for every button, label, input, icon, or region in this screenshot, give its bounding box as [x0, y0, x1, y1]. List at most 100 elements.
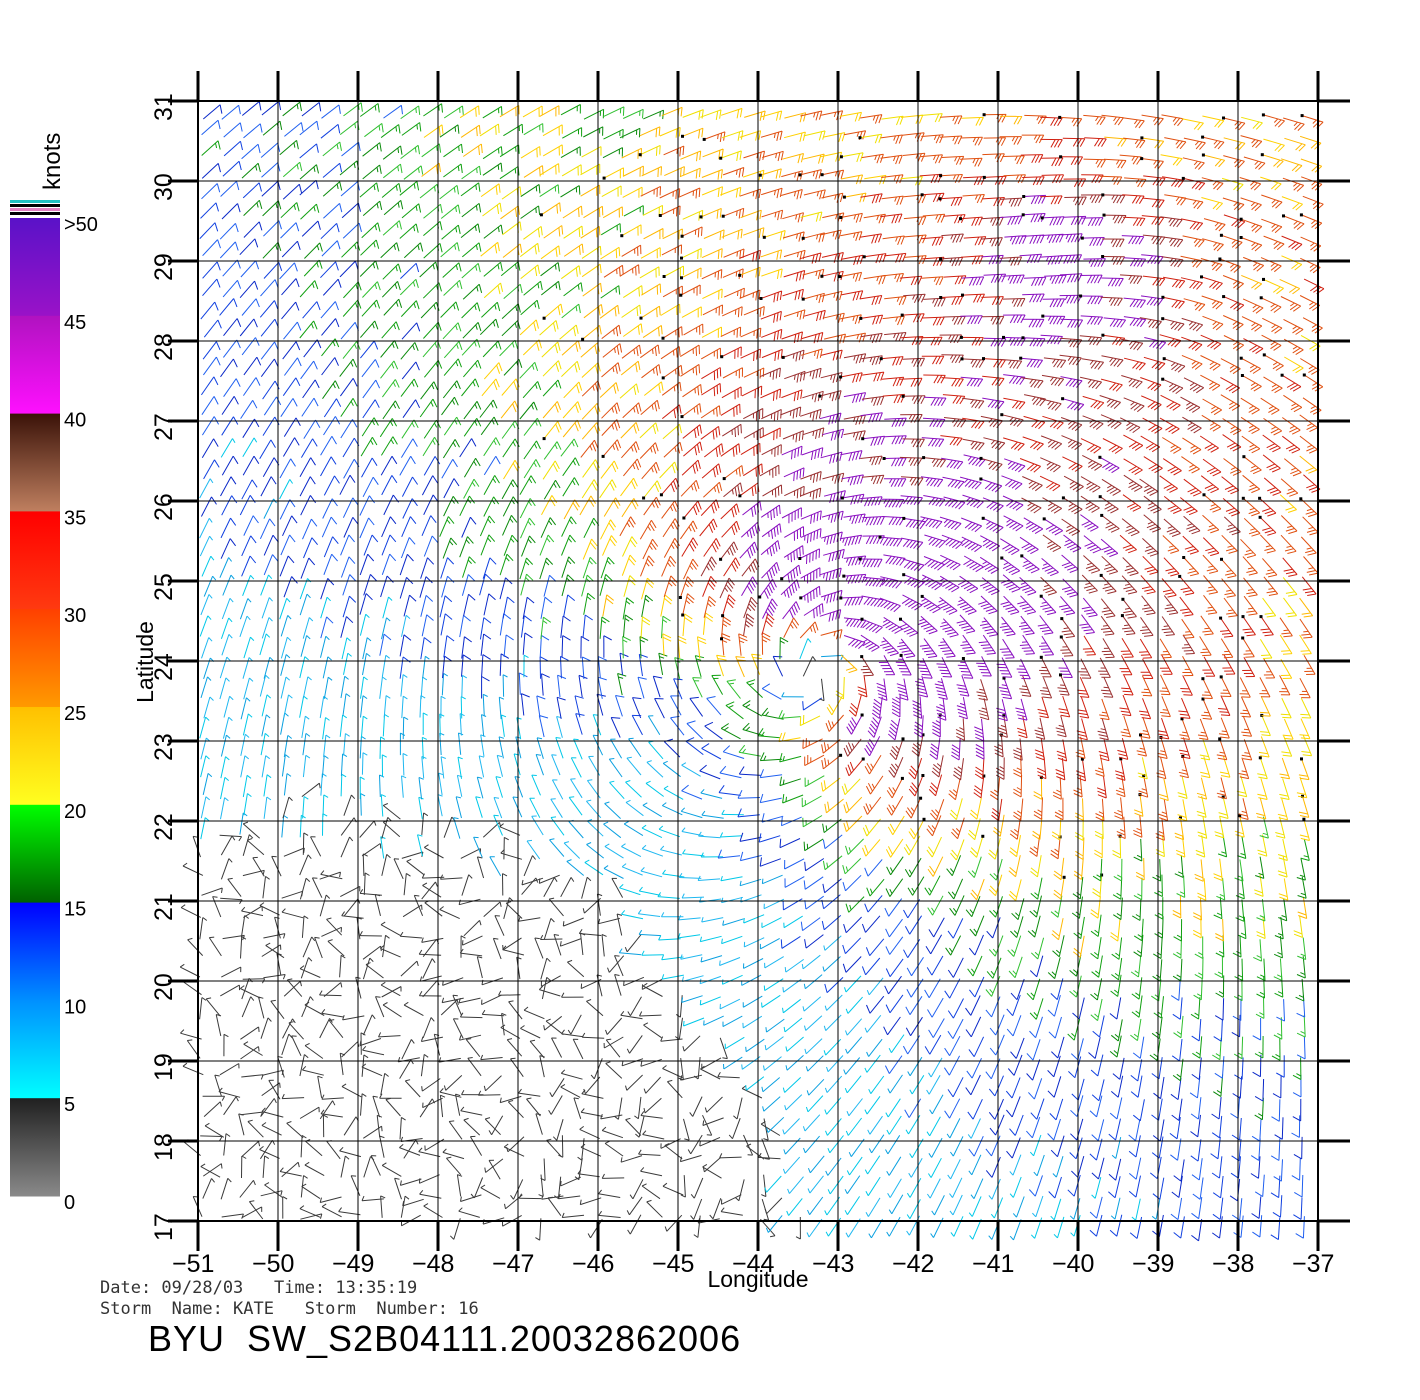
wind-barb	[605, 1017, 623, 1035]
wind-barb	[506, 1136, 525, 1153]
wind-barb	[461, 338, 481, 356]
legend-band	[10, 804, 60, 904]
wind-barb	[762, 230, 786, 241]
wind-barb	[299, 814, 306, 838]
wind-barb	[662, 285, 683, 298]
wind-barb	[1030, 855, 1042, 878]
wind-barb	[342, 693, 351, 716]
wind-barb	[551, 754, 561, 776]
wind-barb	[620, 224, 642, 238]
wind-barb	[1063, 178, 1087, 188]
wind-barb	[1130, 955, 1142, 978]
wind-barb	[560, 146, 581, 159]
wind-barb	[743, 958, 764, 969]
wind-barb	[625, 780, 642, 798]
wind-barb	[1163, 518, 1181, 537]
wind-barb	[743, 227, 765, 238]
wind-barb	[881, 195, 904, 206]
wind-barb	[1019, 536, 1039, 555]
wind-barb	[242, 377, 261, 396]
wind-barb	[1202, 656, 1216, 677]
wind-barb	[1137, 757, 1148, 780]
wind-barb	[531, 815, 544, 836]
wind-barb	[1142, 275, 1166, 287]
wind-barb	[926, 1074, 941, 1095]
wind-barb	[719, 998, 741, 1010]
wind-barb	[1033, 775, 1043, 800]
wind-barb	[1013, 774, 1023, 798]
wind-barb	[458, 1207, 480, 1218]
wind-barb	[372, 1095, 381, 1118]
wind-barb	[961, 276, 985, 286]
wind-barb	[481, 714, 487, 737]
wind-barb	[221, 396, 239, 415]
wind-barb	[926, 955, 944, 976]
wind-barb	[921, 437, 945, 448]
wind-barb	[989, 858, 1003, 881]
wind-barb	[299, 457, 316, 478]
wind-barb	[1022, 436, 1044, 451]
wind-barb	[200, 1135, 223, 1142]
wind-barb	[920, 236, 944, 246]
wind-barb	[587, 1219, 603, 1239]
wind-barb	[824, 1075, 843, 1093]
wind-barb	[259, 902, 280, 916]
wind-barb	[243, 221, 263, 238]
wind-barb	[861, 915, 881, 933]
wind-barb	[1293, 1197, 1303, 1220]
wind-barb	[215, 1014, 222, 1037]
wind-barb	[287, 978, 303, 997]
wind-barb	[988, 1075, 1004, 1097]
wind-barb	[1276, 1055, 1285, 1078]
wind-barb	[541, 341, 561, 358]
wind-barb	[201, 119, 221, 136]
wind-barb	[201, 416, 220, 436]
wind-barb	[1019, 634, 1036, 655]
wind-barb	[970, 878, 985, 901]
wind-barb	[885, 838, 904, 858]
wind-barb	[638, 1149, 661, 1156]
wind-barb	[263, 796, 272, 819]
legend-band	[10, 1098, 60, 1197]
wind-barb	[700, 425, 721, 440]
wind-barb	[1123, 397, 1145, 413]
wind-barb	[722, 167, 745, 178]
wind-barb	[1007, 935, 1022, 957]
wind-barb	[260, 476, 277, 497]
wind-barb	[631, 714, 643, 736]
wind-barb	[1033, 797, 1043, 820]
wind-barb	[393, 858, 404, 880]
wind-barb	[1231, 1117, 1242, 1141]
wind-barb	[339, 1146, 362, 1158]
wind-barb	[841, 254, 864, 266]
wind-barb	[439, 124, 460, 138]
wind-barb	[461, 203, 482, 218]
wind-barb	[784, 112, 807, 123]
wind-barb	[459, 615, 471, 638]
wind-barb	[480, 534, 496, 556]
pass-title: BYU SW_S2B04111.20032862006	[148, 1318, 742, 1359]
wind-barb	[765, 1215, 783, 1233]
wind-barb	[608, 758, 623, 778]
wind-barb	[1303, 556, 1319, 576]
wind-barb	[423, 494, 439, 516]
wind-barb	[761, 268, 783, 279]
wind-barb	[660, 845, 682, 856]
wind-barb	[1199, 435, 1219, 453]
wind-barb	[1260, 257, 1282, 273]
wind-barb	[621, 304, 642, 318]
wind-barb	[322, 794, 329, 817]
wind-barb	[924, 978, 941, 998]
wind-barb	[482, 146, 503, 160]
wind-barb	[1121, 375, 1143, 389]
wind-barb	[264, 1182, 283, 1198]
wind-barb	[561, 265, 581, 280]
wind-barb	[627, 1214, 642, 1235]
wind-barb	[488, 1159, 501, 1180]
wind-barb	[1081, 597, 1098, 618]
wind-barb	[478, 755, 485, 778]
wind-barb	[1203, 218, 1226, 232]
wind-barb	[394, 1177, 402, 1200]
wind-barb	[1099, 395, 1121, 409]
